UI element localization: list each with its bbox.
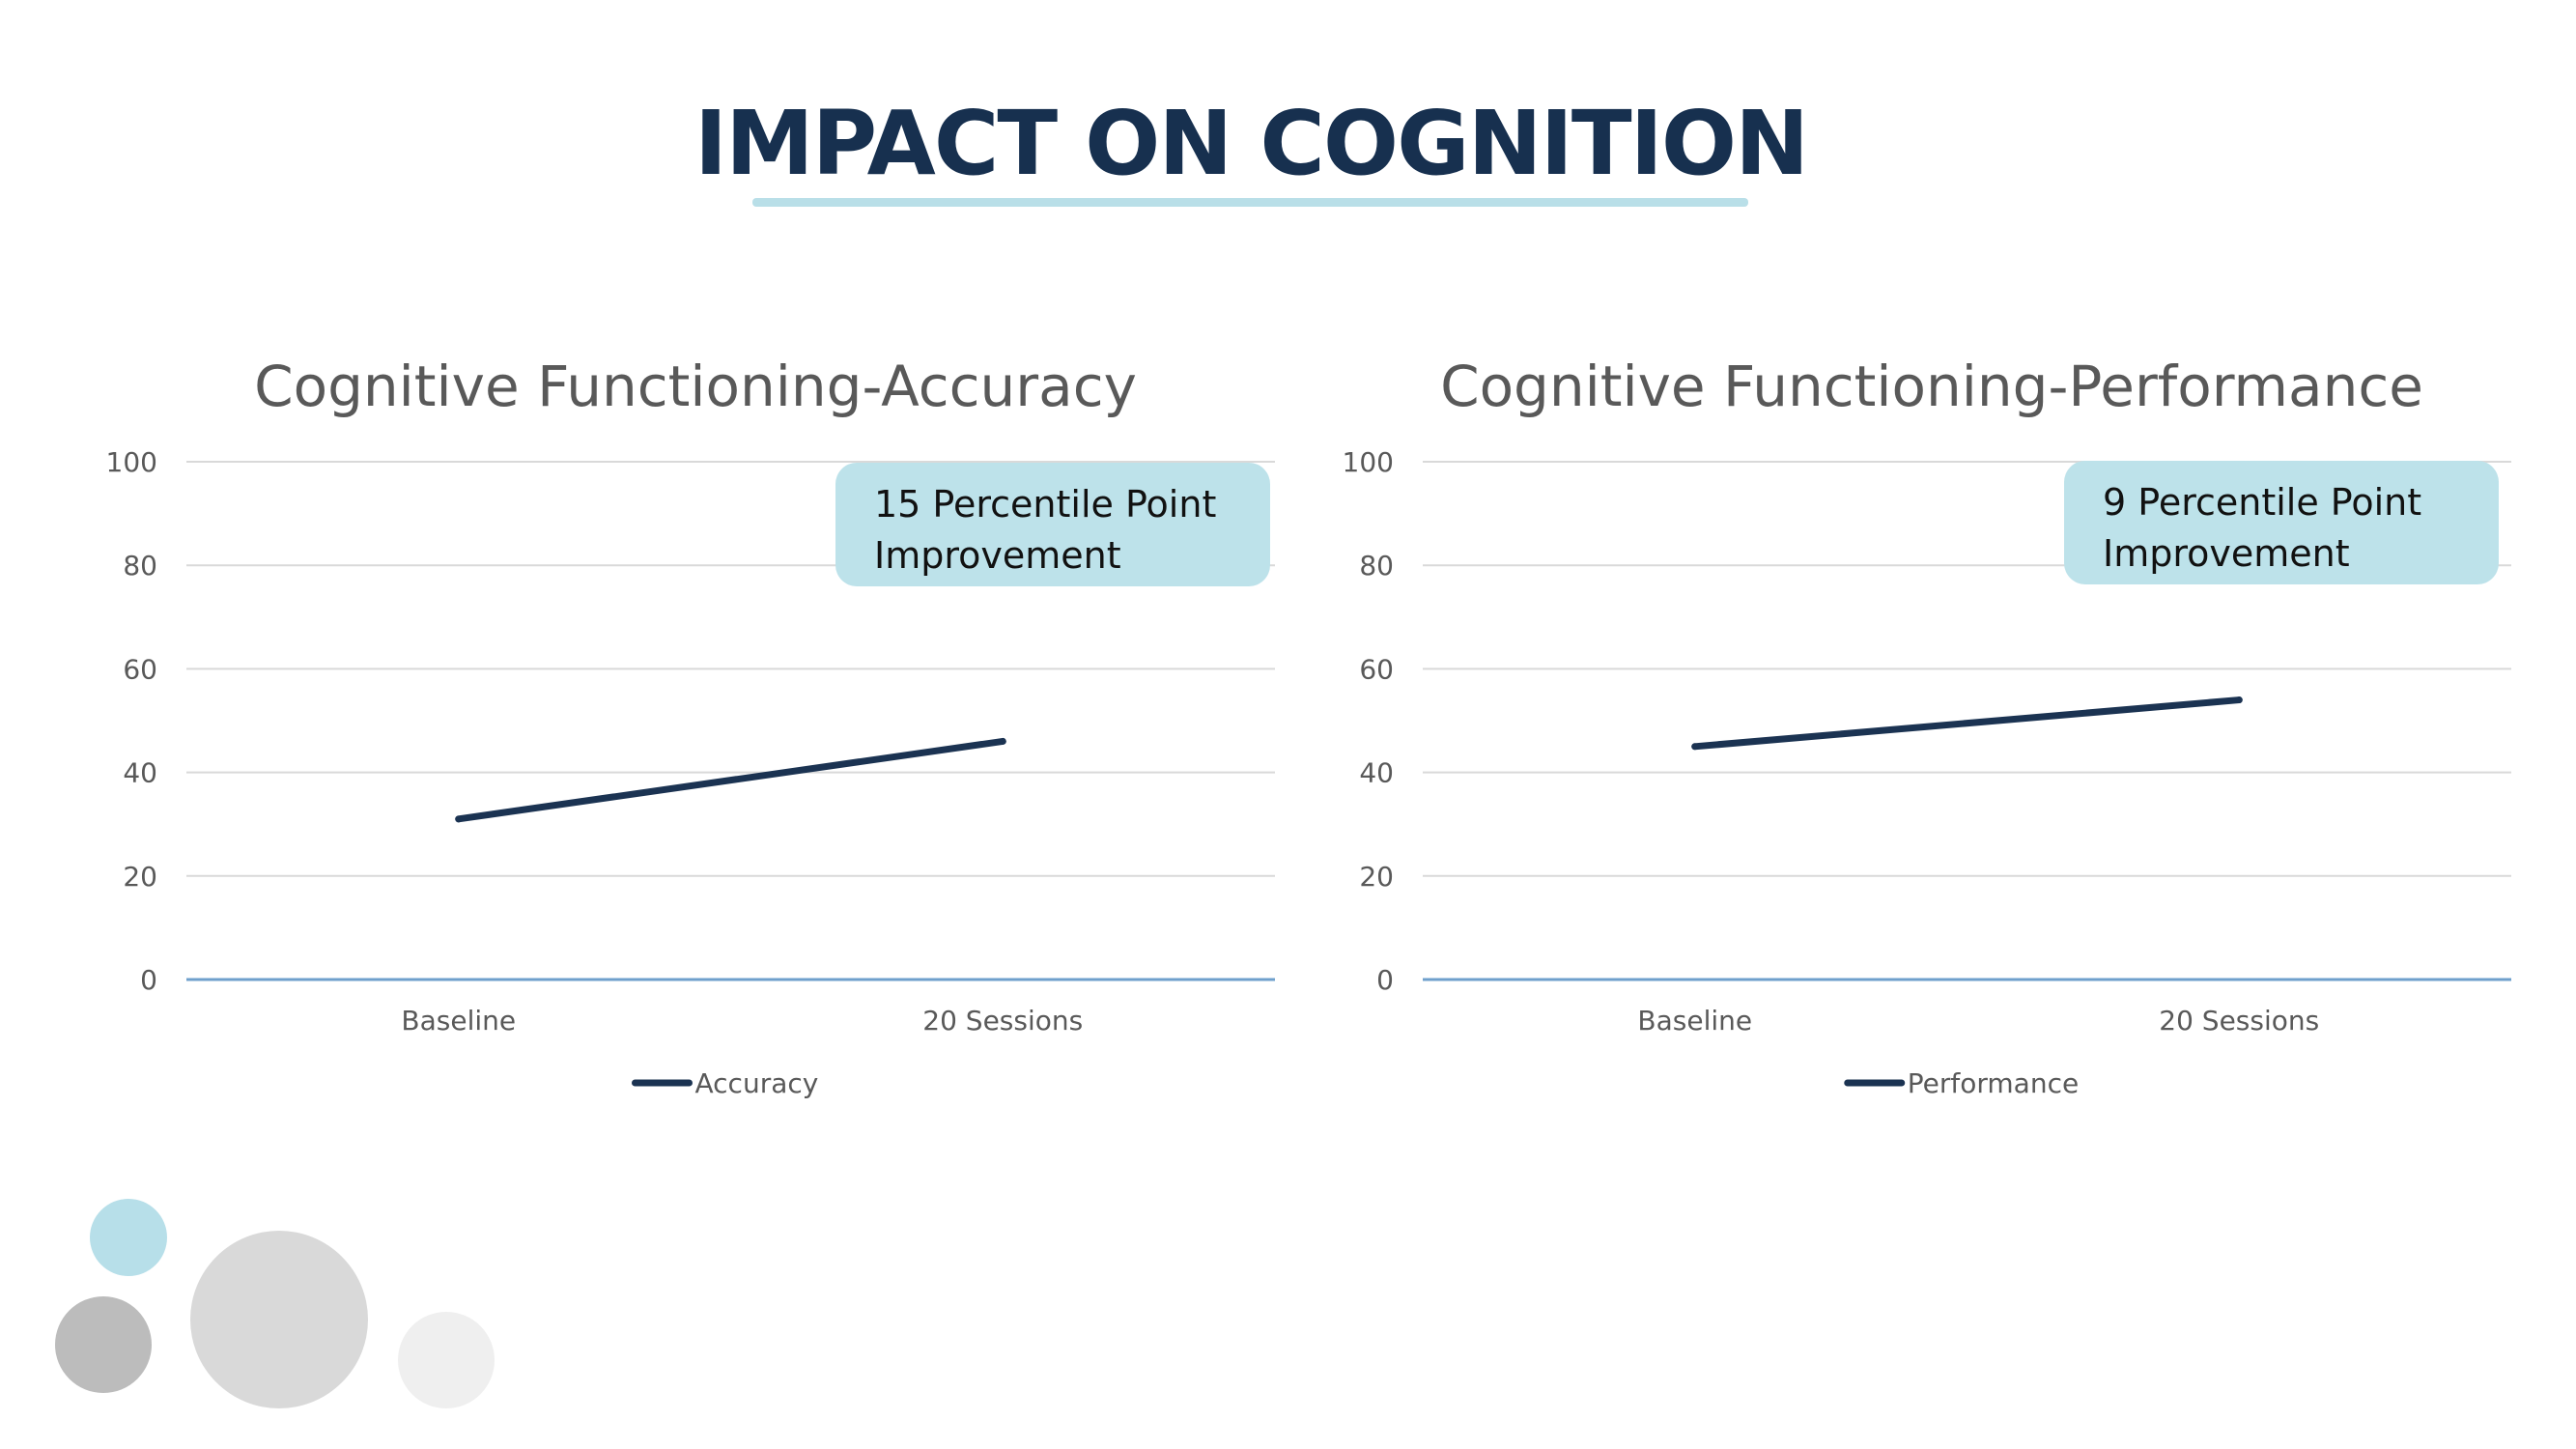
y-tick-label: 0 [140,964,157,996]
decorative-circle-large-gray [190,1231,368,1408]
data-point [2235,696,2243,704]
page-title: IMPACT ON COGNITION [694,92,1809,195]
series-line [1691,696,2243,751]
data-point [455,815,463,823]
chart-title: Cognitive Functioning-Accuracy [254,354,1137,419]
callout-box [2064,461,2499,584]
x-tick-label: Baseline [401,1005,516,1037]
y-tick-label: 60 [1359,653,1394,685]
callout-text: 15 Percentile Point [874,483,1216,526]
y-tick-label: 40 [1359,757,1394,789]
y-tick-label: 40 [123,757,157,789]
legend-label: Accuracy [695,1067,819,1099]
decorative-circle-light-gray [398,1312,495,1408]
legend-label: Performance [1908,1067,2079,1099]
y-tick-label: 100 [106,446,157,478]
x-tick-label: 20 Sessions [922,1005,1083,1037]
performance-chart: Cognitive Functioning-Performance 0 20 40 60… [1343,354,2511,1099]
title-underline [752,198,1748,207]
decorative-circle-teal [90,1199,167,1276]
decorative-circle-dark-gray [55,1296,152,1393]
callout-text: Improvement [2103,532,2350,575]
callout-text: Improvement [874,534,1121,577]
y-tick-label: 100 [1343,446,1394,478]
x-tick-label: 20 Sessions [2159,1005,2319,1037]
callout-box [835,463,1270,586]
y-tick-label: 0 [1376,964,1394,996]
accuracy-chart: Cognitive Functioning-Accuracy 0 20 40 60 80 1… [106,354,1275,1099]
y-tick-label: 80 [1359,550,1394,582]
data-point [999,737,1006,745]
callout-text: 9 Percentile Point [2103,481,2421,524]
series-line [455,737,1006,823]
y-tick-label: 20 [123,861,157,893]
chart-title: Cognitive Functioning-Performance [1440,354,2423,419]
y-tick-label: 20 [1359,861,1394,893]
y-tick-label: 80 [123,550,157,582]
y-tick-label: 60 [123,653,157,685]
data-point [1691,743,1699,751]
x-tick-label: Baseline [1637,1005,1752,1037]
